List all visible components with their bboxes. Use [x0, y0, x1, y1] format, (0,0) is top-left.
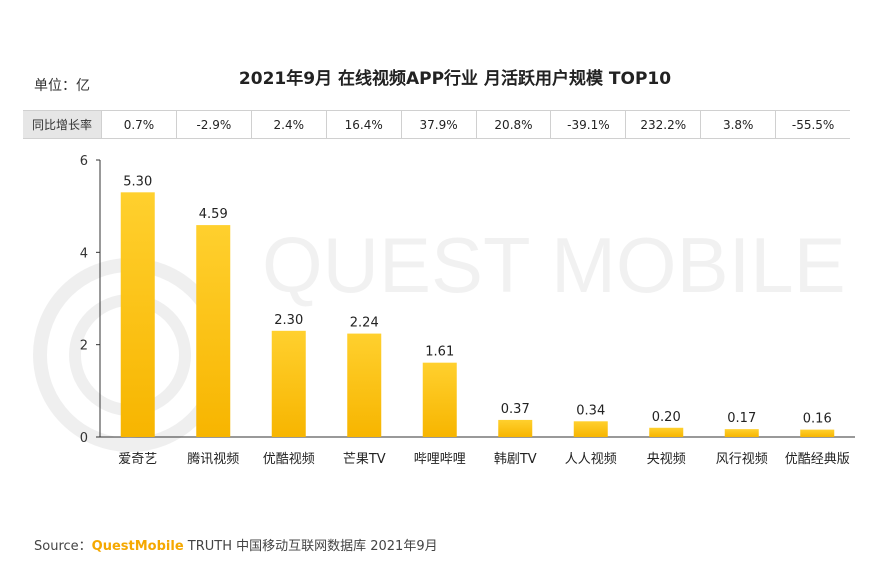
bar: [347, 333, 382, 437]
watermark-text: QUEST MOBILE: [262, 221, 846, 309]
growth-cell: 0.7%: [101, 111, 176, 138]
bar: [422, 362, 457, 437]
x-category-label: 人人视频: [565, 452, 617, 467]
growth-cell: -2.9%: [175, 111, 251, 138]
bar: [573, 421, 608, 437]
x-category-label: 爱奇艺: [118, 451, 157, 467]
growth-cell: 3.8%: [700, 111, 775, 138]
x-category-label: 优酷视频: [263, 452, 315, 467]
source-brand: QuestMobile: [91, 539, 184, 554]
growth-cell: 16.4%: [325, 111, 401, 138]
bar-value-label: 2.30: [274, 313, 303, 328]
x-category-label: 韩剧TV: [494, 452, 537, 467]
bar-value-label: 0.16: [803, 412, 832, 427]
bar: [649, 427, 684, 437]
bar: [800, 429, 835, 437]
y-tick-label: 2: [80, 339, 88, 354]
y-tick-label: 4: [80, 246, 88, 261]
y-tick-label: 6: [80, 154, 88, 169]
growth-cell: 20.8%: [475, 111, 551, 138]
x-category-label: 风行视频: [716, 452, 768, 467]
bar: [498, 419, 533, 437]
growth-cell: 232.2%: [625, 111, 700, 138]
unit-label: 单位：亿: [34, 78, 90, 94]
bar-value-label: 0.37: [501, 402, 530, 417]
bar-value-label: 0.20: [652, 410, 681, 425]
bar-value-label: 5.30: [123, 174, 152, 189]
bar-value-label: 1.61: [425, 345, 454, 360]
source-note: Source：QuestMobile TRUTH 中国移动互联网数据库 2021…: [34, 535, 438, 554]
x-category-label: 央视频: [647, 452, 686, 467]
growth-cell: 37.9%: [400, 111, 476, 138]
source-rest: TRUTH 中国移动互联网数据库 2021年9月: [183, 539, 438, 554]
bar: [196, 225, 231, 437]
bar-value-label: 2.24: [350, 316, 379, 331]
source-prefix: Source：: [34, 539, 92, 554]
growth-rate-row: 同比增长率 0.7% -2.9% 2.4% 16.4% 37.9% 20.8% …: [23, 110, 850, 139]
bar: [120, 192, 155, 437]
growth-cell: 2.4%: [250, 111, 326, 138]
bar: [724, 429, 759, 437]
growth-cell: -39.1%: [550, 111, 625, 138]
bar-chart: QUEST MOBILE 0 2 4 6 5.30 爱奇艺 4.59 腾讯视频 2.30 优酷视…: [33, 154, 855, 467]
chart-title: 2021年9月 在线视频APP行业 月活跃用户规模 TOP10: [238, 69, 672, 89]
bar-value-label: 0.17: [727, 411, 756, 426]
growth-rate-label: 同比增长率: [23, 111, 101, 138]
bar-value-label: 0.34: [576, 403, 605, 418]
growth-cell: -55.5%: [775, 111, 850, 138]
x-category-label: 芒果TV: [343, 451, 386, 467]
bar-value-label: 4.59: [199, 207, 228, 222]
y-tick-label: 0: [80, 431, 88, 446]
x-category-label: 腾讯视频: [187, 451, 239, 467]
bar: [271, 330, 306, 437]
x-category-label: 优酷经典版: [785, 452, 850, 467]
x-category-label: 哔哩哔哩: [414, 452, 466, 467]
